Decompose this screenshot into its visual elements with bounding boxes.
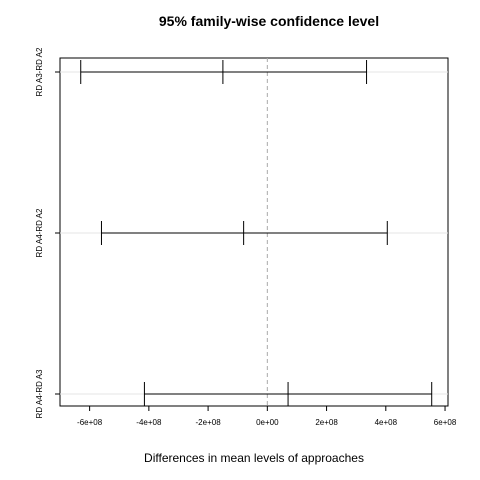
x-tick-label: -6e+08	[77, 418, 103, 427]
plot-frame	[59, 57, 449, 407]
x-tick-label: 2e+08	[315, 418, 338, 427]
x-tick-label: 0e+00	[256, 418, 279, 427]
chart-title: 95% family-wise confidence level	[159, 13, 379, 29]
comparison-label: RD A4-RD A2	[35, 208, 44, 257]
interval-3	[143, 382, 433, 406]
x-tick-label: -4e+08	[136, 418, 162, 427]
x-axis: -6e+08 -4e+08 -2e+08 0e+00 2e+08 4e+08 6e+08	[77, 406, 457, 427]
interval-layer	[80, 60, 433, 406]
x-axis-label: Differences in mean levels of approaches	[144, 451, 364, 465]
comparison-label: RD A4-RD A3	[35, 369, 44, 418]
reference-layer	[60, 58, 448, 406]
interval-2	[100, 221, 388, 245]
x-tick-label: 4e+08	[375, 418, 398, 427]
y-axis: RD A3-RD A2 RD A4-RD A2 RD A4-RD A3	[35, 47, 60, 418]
comparison-label: RD A3-RD A2	[35, 47, 44, 96]
x-tick-label: -2e+08	[196, 418, 222, 427]
x-tick-label: 6e+08	[434, 418, 457, 427]
interval-1	[80, 60, 368, 84]
